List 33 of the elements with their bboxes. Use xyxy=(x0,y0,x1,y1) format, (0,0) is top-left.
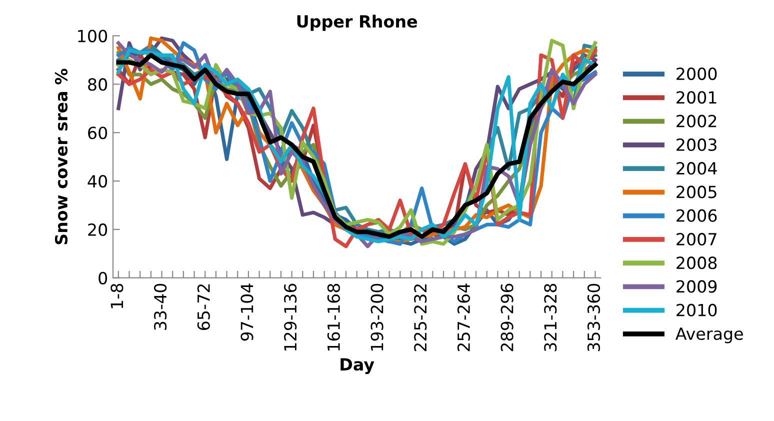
x-tick-label: 129-136 xyxy=(284,284,297,351)
x-tick-label: 65-72 xyxy=(197,284,210,330)
chart-title: Upper Rhone xyxy=(297,14,418,31)
legend-label: 2008 xyxy=(676,256,717,270)
legend-label: 2005 xyxy=(676,186,716,198)
x-tick-label: 33-40 xyxy=(154,284,167,330)
y-tick-label: 40 xyxy=(88,174,108,188)
legend-label: 2006 xyxy=(676,209,717,222)
legend-label: 2000 xyxy=(676,68,717,80)
y-tick-label: 20 xyxy=(88,223,108,236)
legend-label: 2002 xyxy=(676,114,716,128)
x-tick-label: 289-296 xyxy=(500,284,514,352)
legend-label: 2004 xyxy=(676,162,717,175)
y-axis-title: Snow cover srea % xyxy=(54,68,68,244)
x-tick-label: 257-264 xyxy=(457,284,470,352)
x-tick-label: 1-8 xyxy=(110,284,124,308)
legend-label: 2007 xyxy=(676,232,716,246)
y-tick-label: 0 xyxy=(98,272,108,284)
x-tick-label: 321-328 xyxy=(544,284,557,352)
x-axis-title: Day xyxy=(340,358,374,374)
x-tick-label: 225-232 xyxy=(414,284,427,352)
legend-label: 2010 xyxy=(676,304,717,316)
x-tick-label: 353-360 xyxy=(587,284,600,352)
y-tick-label: 60 xyxy=(88,126,108,140)
legend-label: 2003 xyxy=(676,138,716,151)
y-tick-label: 100 xyxy=(78,30,108,42)
legend-label: 2001 xyxy=(676,91,716,104)
y-tick-label: 80 xyxy=(88,78,108,91)
x-tick-label: 161-168 xyxy=(327,284,340,351)
legend-label: 2009 xyxy=(676,280,717,293)
x-tick-label: 193-200 xyxy=(370,284,384,351)
x-tick-label: 97-104 xyxy=(240,284,254,341)
legend-label: Average xyxy=(676,328,743,344)
